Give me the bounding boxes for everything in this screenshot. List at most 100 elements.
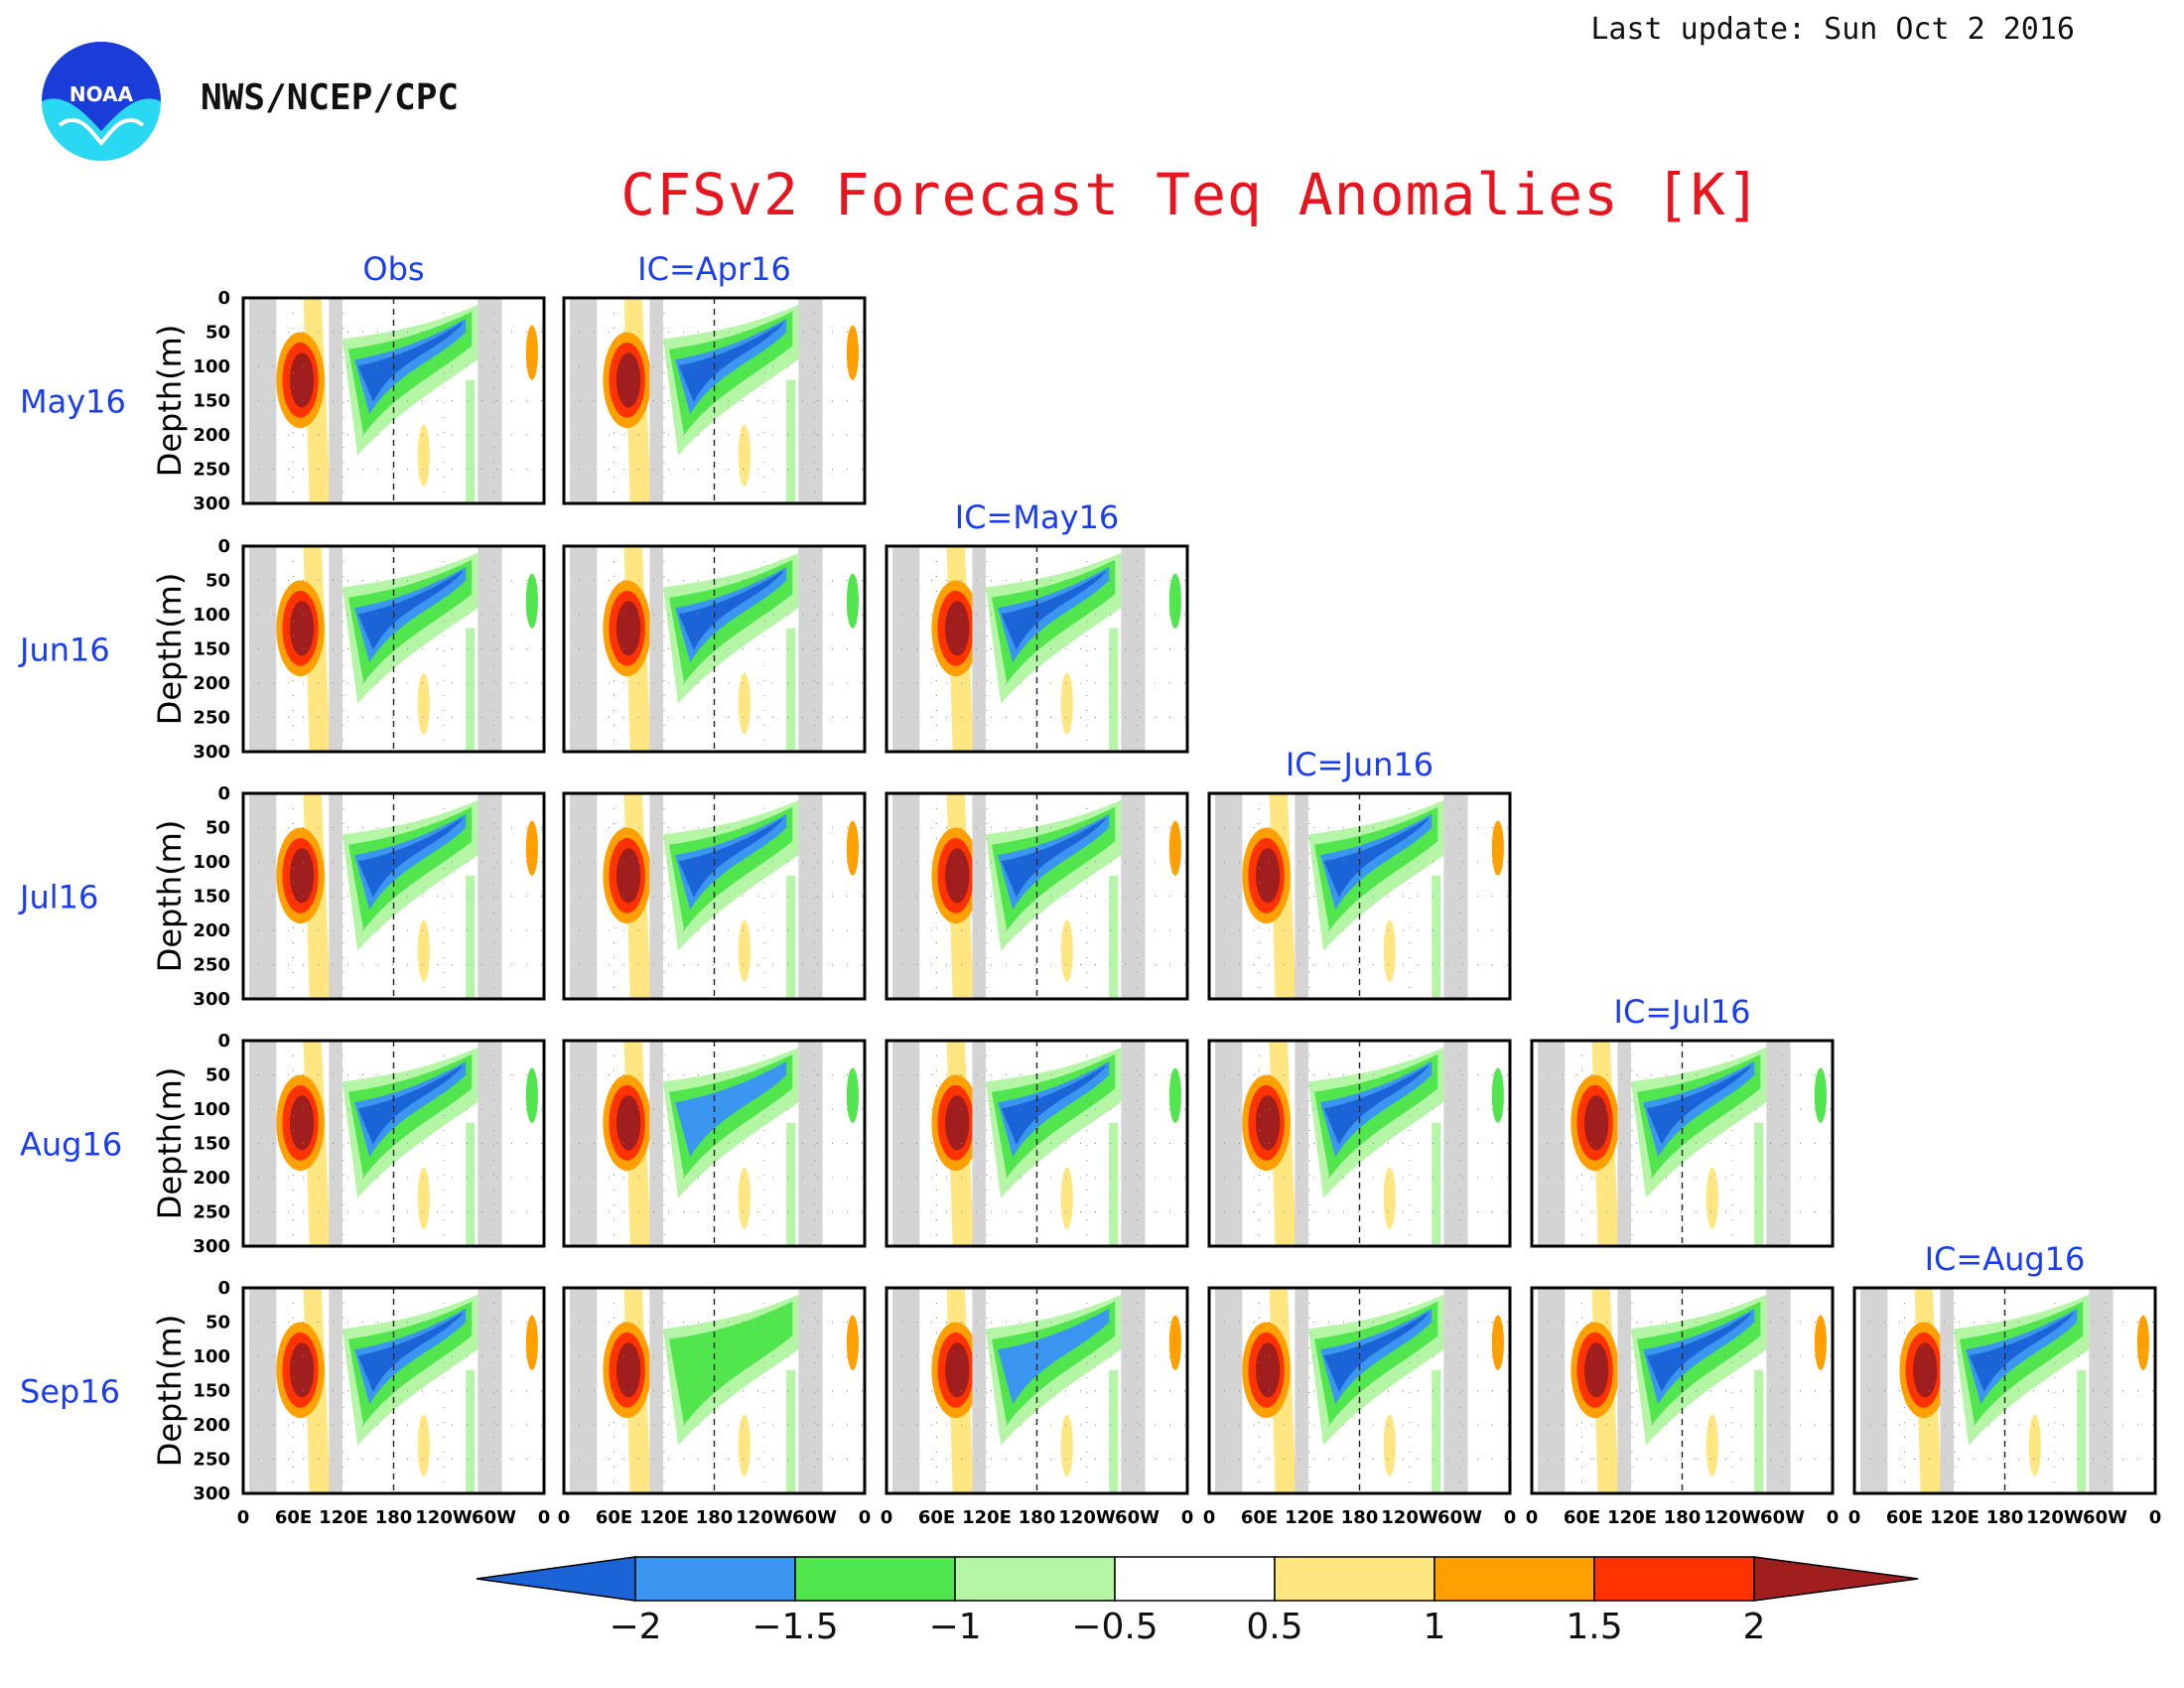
cold-anomaly — [678, 817, 783, 898]
cold-anomaly — [786, 1122, 796, 1246]
land-mask — [1538, 1288, 1566, 1493]
column-label: IC=May16 — [955, 498, 1119, 536]
land-mask — [1121, 546, 1146, 752]
x-tick-label: 60W — [472, 1507, 516, 1528]
cold-anomaly — [678, 570, 783, 650]
land-mask — [1295, 793, 1308, 999]
x-tick-label: 60E — [1564, 1507, 1600, 1528]
land-mask — [649, 1288, 663, 1493]
x-tick-label: 0 — [1203, 1507, 1216, 1528]
land-mask — [1766, 1041, 1791, 1246]
depth-axis-title: Depth(m) — [151, 1315, 189, 1468]
land-mask — [329, 1288, 342, 1493]
land-mask — [570, 1288, 598, 1493]
x-tick-label: 60W — [1115, 1507, 1160, 1528]
colorbar-segment — [476, 1556, 636, 1602]
atlantic-anomaly — [1814, 1067, 1827, 1123]
panel-frame — [1207, 791, 1512, 1001]
cold-anomaly — [466, 1122, 476, 1246]
heatmap-panel — [562, 544, 867, 754]
land-mask — [1443, 793, 1468, 999]
atlantic-anomaly — [846, 1315, 859, 1370]
colorbar-label: −1 — [928, 1607, 981, 1647]
x-tick-label: 120E — [319, 1507, 368, 1528]
x-tick-label: 60E — [596, 1507, 632, 1528]
cold-anomaly — [1646, 1312, 1751, 1392]
land-mask — [478, 298, 502, 503]
cold-anomaly — [998, 1308, 1110, 1405]
x-tick-label: 60E — [918, 1507, 955, 1528]
x-tick-label: 60W — [1437, 1507, 1482, 1528]
warm-anomaly — [1060, 919, 1073, 982]
land-mask — [1121, 1288, 1146, 1493]
colorbar-segment — [1753, 1556, 1919, 1602]
colorbar-segment — [954, 1556, 1116, 1602]
warm-anomaly — [289, 848, 315, 904]
cold-anomaly — [1432, 875, 1441, 999]
cold-anomaly — [357, 322, 463, 402]
warm-anomaly — [417, 919, 430, 982]
panel-frame — [885, 544, 1189, 754]
heatmap-panel — [885, 544, 1189, 754]
cold-anomaly — [669, 1301, 793, 1425]
warm-anomaly — [417, 672, 430, 735]
colorbar-segment — [634, 1556, 796, 1602]
land-mask — [570, 793, 598, 999]
colorbar-label: 1 — [1424, 1607, 1446, 1647]
warm-anomaly — [1584, 1095, 1609, 1151]
y-tick-label: 50 — [205, 571, 230, 592]
heatmap-panel — [241, 1286, 546, 1495]
land-mask — [478, 546, 502, 752]
atlantic-anomaly — [1168, 820, 1181, 876]
colorbar-label: −1.5 — [751, 1607, 838, 1647]
warm-anomaly — [1255, 848, 1281, 904]
land-mask — [249, 298, 277, 503]
cold-anomaly — [466, 379, 476, 503]
colorbar: −2 −1.5 −1 −0.5 0.5 1 1.5 2 — [476, 1556, 1919, 1647]
atlantic-anomaly — [1814, 1315, 1827, 1370]
warm-anomaly — [738, 919, 751, 982]
depth-axis-title: Depth(m) — [151, 325, 189, 478]
y-tick-label: 200 — [193, 1415, 230, 1436]
cold-anomaly — [466, 875, 476, 999]
x-tick-label: 180 — [375, 1507, 413, 1528]
atlantic-anomaly — [525, 1315, 538, 1370]
cold-anomaly — [1001, 570, 1106, 650]
x-tick-label: 120W — [1058, 1507, 1116, 1528]
warm-anomaly — [1383, 919, 1396, 982]
cold-anomaly — [1001, 817, 1106, 898]
cold-anomaly — [1432, 1369, 1441, 1493]
x-tick-label: 0 — [1526, 1507, 1539, 1528]
row-label: Sep16 — [20, 1373, 120, 1411]
y-tick-label: 50 — [205, 818, 230, 839]
chart-title: CFSv2 Forecast Teq Anomalies [K] — [620, 161, 1762, 228]
y-tick-label: 0 — [217, 1031, 230, 1052]
heatmap-panel — [885, 1039, 1189, 1248]
land-mask — [2089, 1288, 2114, 1493]
x-tick-label: 180 — [1019, 1507, 1056, 1528]
cold-anomaly — [678, 322, 783, 402]
atlantic-anomaly — [1168, 1067, 1181, 1123]
land-mask — [972, 793, 986, 999]
land-mask — [1215, 1288, 1243, 1493]
land-mask — [478, 793, 502, 999]
y-tick-label: 100 — [193, 1099, 230, 1120]
panel-frame — [1530, 1039, 1835, 1248]
land-mask — [1860, 1288, 1888, 1493]
heatmap-panel — [562, 791, 867, 1001]
cold-anomaly — [786, 628, 796, 752]
warm-anomaly — [1706, 1414, 1718, 1477]
warm-anomaly — [1913, 1342, 1938, 1398]
atlantic-anomaly — [525, 325, 538, 380]
warm-anomaly — [738, 1167, 751, 1229]
land-mask — [570, 546, 598, 752]
x-tick-label: 60W — [792, 1507, 837, 1528]
x-tick-label: 120W — [1381, 1507, 1438, 1528]
panel-frame — [1852, 1286, 2157, 1495]
warm-anomaly — [616, 1342, 641, 1398]
cold-anomaly — [1432, 1122, 1441, 1246]
y-tick-label: 250 — [193, 460, 230, 481]
warm-anomaly — [417, 1167, 430, 1229]
x-tick-label: 120E — [1285, 1507, 1334, 1528]
cold-anomaly — [1001, 1064, 1106, 1145]
